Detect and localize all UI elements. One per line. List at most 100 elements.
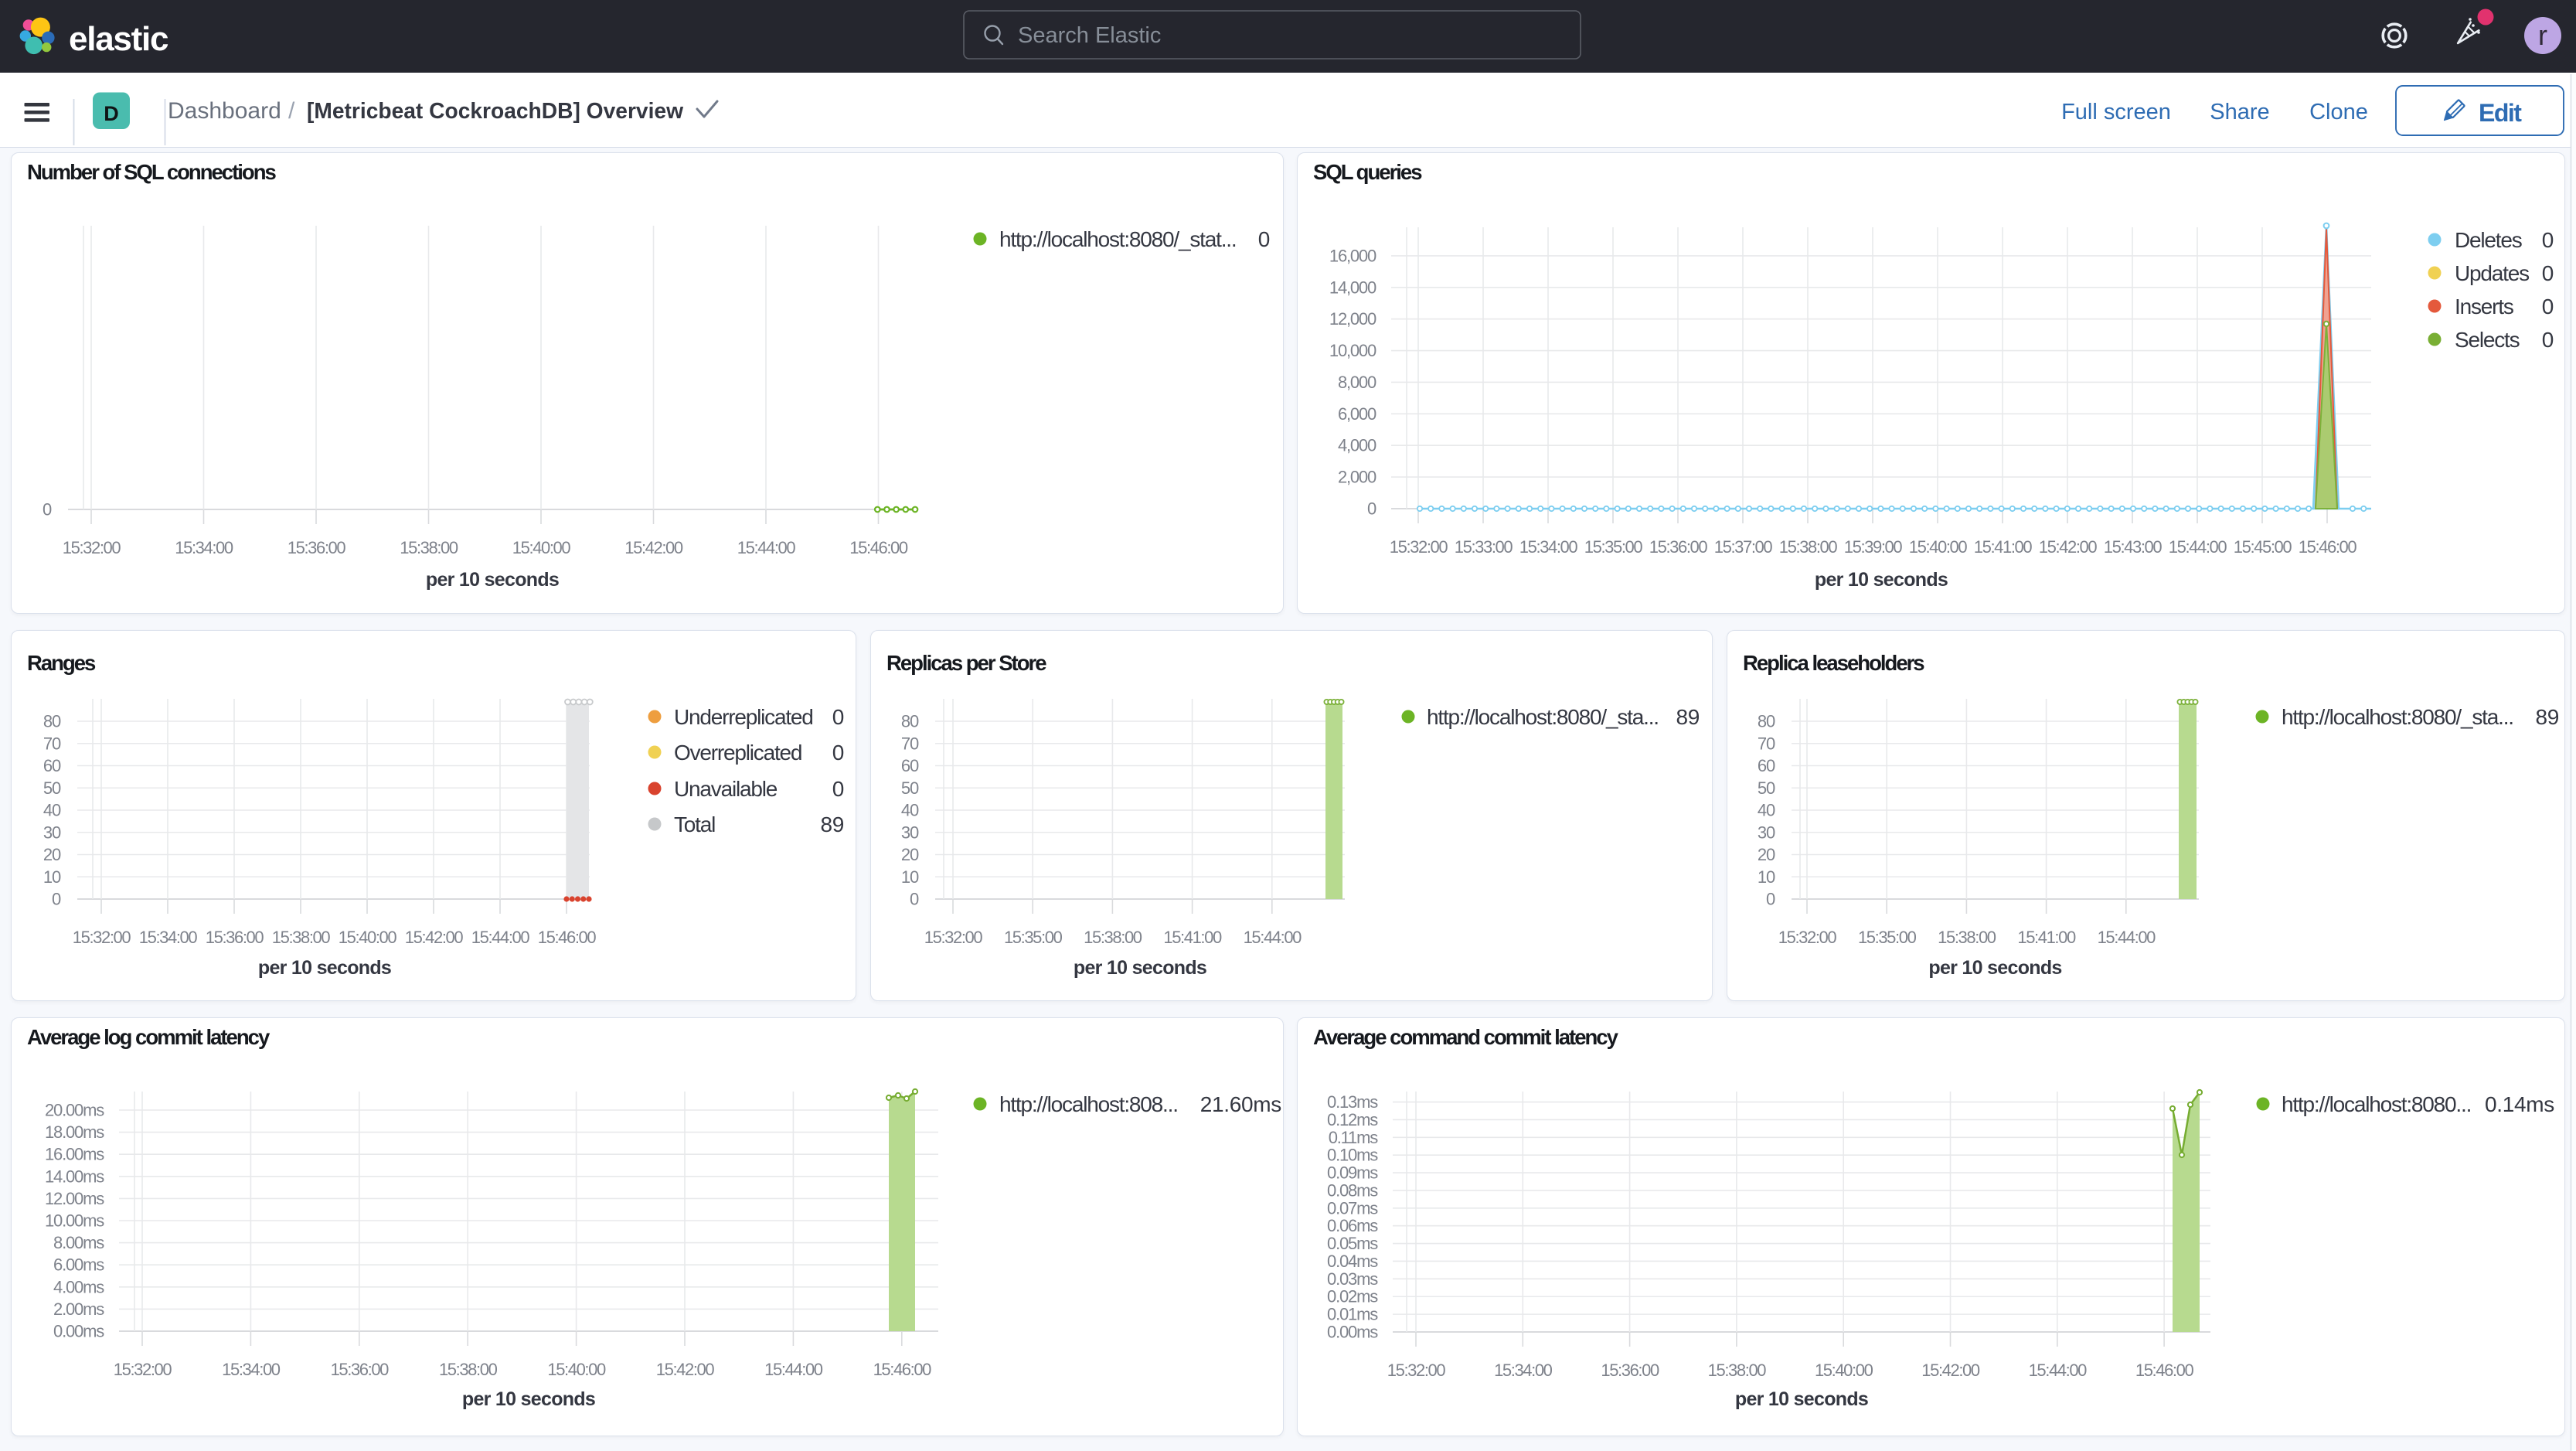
svg-text:0: 0 (832, 777, 844, 801)
svg-text:http://localhost:8080/_sta...: http://localhost:8080/_sta... (1427, 705, 1659, 729)
svg-text:0: 0 (910, 890, 919, 909)
svg-text:/: / (288, 98, 295, 124)
svg-text:0.11ms: 0.11ms (1329, 1128, 1379, 1147)
svg-text:15:32:00: 15:32:00 (1390, 537, 1448, 557)
svg-text:0.07ms: 0.07ms (1327, 1198, 1378, 1218)
svg-text:10.00ms: 10.00ms (45, 1211, 104, 1231)
svg-text:60: 60 (901, 756, 919, 775)
svg-text:6,000: 6,000 (1338, 404, 1376, 424)
svg-text:30: 30 (901, 823, 919, 842)
svg-text:Search Elastic: Search Elastic (1018, 23, 1161, 48)
svg-text:70: 70 (901, 734, 919, 753)
svg-text:15:36:00: 15:36:00 (1649, 537, 1708, 557)
svg-text:Edit: Edit (2479, 99, 2522, 127)
svg-text:12.00ms: 12.00ms (45, 1189, 104, 1208)
svg-text:18.00ms: 18.00ms (45, 1122, 104, 1142)
svg-text:Full screen: Full screen (2061, 100, 2171, 124)
svg-text:0.09ms: 0.09ms (1327, 1163, 1378, 1183)
svg-text:Ranges: Ranges (27, 651, 96, 675)
svg-text:Replica leaseholders: Replica leaseholders (1743, 651, 1924, 675)
svg-text:0.04ms: 0.04ms (1327, 1252, 1378, 1271)
svg-text:0: 0 (2542, 228, 2554, 252)
svg-text:15:41:00: 15:41:00 (1974, 537, 2033, 557)
svg-text:per 10 seconds: per 10 seconds (258, 957, 391, 979)
svg-text:15:34:00: 15:34:00 (175, 538, 233, 557)
svg-text:89: 89 (820, 812, 844, 836)
svg-text:50: 50 (901, 778, 919, 798)
svg-text:15:32:00: 15:32:00 (63, 538, 121, 557)
svg-text:Share: Share (2210, 100, 2269, 124)
svg-text:15:37:00: 15:37:00 (1714, 537, 1773, 557)
svg-text:20.00ms: 20.00ms (45, 1101, 104, 1120)
svg-text:89: 89 (2535, 705, 2559, 729)
svg-text:20: 20 (901, 845, 919, 864)
svg-text:15:32:00: 15:32:00 (114, 1360, 172, 1379)
svg-text:15:35:00: 15:35:00 (1584, 537, 1643, 557)
svg-text:0: 0 (832, 741, 844, 765)
svg-text:per 10 seconds: per 10 seconds (1928, 957, 2061, 979)
svg-text:15:40:00: 15:40:00 (512, 538, 571, 557)
svg-text:40: 40 (901, 801, 919, 820)
svg-text:15:42:00: 15:42:00 (656, 1360, 715, 1379)
svg-text:8,000: 8,000 (1338, 373, 1376, 392)
svg-text:Inserts: Inserts (2455, 295, 2513, 318)
svg-text:40: 40 (43, 801, 61, 820)
svg-text:Updates: Updates (2455, 261, 2529, 285)
svg-text:15:44:00: 15:44:00 (1244, 928, 1302, 947)
svg-text:15:44:00: 15:44:00 (471, 928, 530, 947)
svg-text:20: 20 (1758, 845, 1775, 864)
svg-text:15:46:00: 15:46:00 (2299, 537, 2357, 557)
svg-text:0.08ms: 0.08ms (1327, 1180, 1378, 1200)
svg-text:15:36:00: 15:36:00 (206, 928, 264, 947)
svg-text:Average log commit latency: Average log commit latency (27, 1025, 271, 1049)
svg-text:Deletes: Deletes (2455, 228, 2522, 252)
svg-text:0: 0 (1258, 227, 1270, 251)
svg-text:40: 40 (1758, 801, 1775, 820)
svg-text:10: 10 (1758, 867, 1775, 887)
svg-text:80: 80 (901, 712, 919, 731)
svg-text:0.06ms: 0.06ms (1327, 1216, 1378, 1235)
svg-text:[Metricbeat CockroachDB] Overv: [Metricbeat CockroachDB] Overview (307, 99, 683, 124)
svg-text:21.60ms: 21.60ms (1200, 1092, 1281, 1116)
svg-text:15:38:00: 15:38:00 (272, 928, 331, 947)
svg-text:15:38:00: 15:38:00 (1779, 537, 1838, 557)
svg-text:15:46:00: 15:46:00 (849, 538, 908, 557)
svg-text:2,000: 2,000 (1338, 468, 1376, 487)
svg-text:Selects: Selects (2455, 328, 2520, 352)
svg-text:15:36:00: 15:36:00 (288, 538, 346, 557)
svg-text:0: 0 (2542, 328, 2554, 352)
svg-text:70: 70 (43, 734, 61, 753)
svg-text:0: 0 (52, 890, 61, 909)
svg-text:20: 20 (43, 845, 61, 864)
svg-text:12,000: 12,000 (1329, 309, 1376, 329)
svg-text:2.00ms: 2.00ms (53, 1299, 104, 1319)
svg-text:15:42:00: 15:42:00 (1921, 1361, 1980, 1380)
svg-text:15:42:00: 15:42:00 (624, 538, 683, 557)
svg-text:0: 0 (832, 705, 844, 729)
svg-text:60: 60 (1758, 756, 1775, 775)
svg-text:15:34:00: 15:34:00 (139, 928, 198, 947)
svg-text:0: 0 (1367, 499, 1376, 519)
svg-text:Unavailable: Unavailable (674, 777, 778, 801)
svg-text:15:44:00: 15:44:00 (737, 538, 796, 557)
svg-text:15:35:00: 15:35:00 (1858, 928, 1917, 947)
svg-text:http://localhost:8080...: http://localhost:8080... (2282, 1092, 2471, 1116)
svg-text:15:44:00: 15:44:00 (2098, 928, 2156, 947)
svg-text:15:45:00: 15:45:00 (2234, 537, 2292, 557)
svg-text:per 10 seconds: per 10 seconds (1735, 1388, 1868, 1410)
svg-text:15:38:00: 15:38:00 (400, 538, 458, 557)
svg-text:15:40:00: 15:40:00 (547, 1360, 606, 1379)
svg-text:16,000: 16,000 (1329, 246, 1376, 265)
svg-text:6.00ms: 6.00ms (53, 1255, 104, 1275)
svg-text:50: 50 (1758, 778, 1775, 798)
svg-text:per 10 seconds: per 10 seconds (462, 1388, 595, 1410)
svg-text:15:32:00: 15:32:00 (73, 928, 131, 947)
svg-text:Clone: Clone (2309, 100, 2368, 124)
svg-text:15:38:00: 15:38:00 (1084, 928, 1142, 947)
svg-text:8.00ms: 8.00ms (53, 1233, 104, 1252)
svg-text:10: 10 (901, 867, 919, 887)
svg-text:15:43:00: 15:43:00 (2104, 537, 2163, 557)
svg-text:15:34:00: 15:34:00 (1494, 1361, 1553, 1380)
svg-text:30: 30 (1758, 823, 1775, 842)
svg-text:Number of SQL connections: Number of SQL connections (27, 160, 276, 184)
